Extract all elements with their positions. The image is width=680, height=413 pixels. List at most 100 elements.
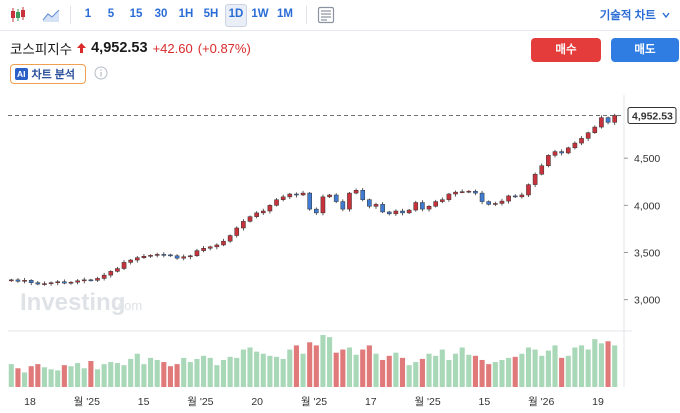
volume-bar (578, 345, 585, 387)
candle-body (22, 280, 27, 282)
candle-body (267, 205, 273, 212)
volume-bar (61, 365, 67, 387)
candle-body (9, 279, 14, 282)
candle-body (108, 271, 114, 276)
chart-type-label: 기술적 차트 (599, 10, 656, 22)
timeframe-1h[interactable]: 1H (178, 8, 194, 20)
x-tick-label: 월 '25 (74, 396, 100, 408)
volume-bar (525, 347, 532, 387)
info-icon[interactable] (94, 66, 108, 80)
volume-bar (207, 357, 213, 387)
candle-body (28, 280, 34, 283)
y-tick-label: 4,000 (634, 200, 660, 212)
volume-bar (134, 353, 140, 387)
volume-bar (287, 349, 293, 387)
candle-body (506, 195, 511, 202)
volume-bar (240, 349, 246, 387)
volume-bar (187, 362, 193, 387)
instrument-header: 코스피지수 4,952.53 +42.60 (+0.87%) (10, 38, 251, 58)
candle-body (128, 259, 133, 263)
volume-bar (181, 357, 187, 387)
volume-bar (68, 366, 74, 387)
volume-bar (28, 366, 34, 387)
volume-bar (88, 361, 94, 387)
timeframe-1d[interactable]: 1D (225, 4, 247, 27)
timeframe-1m[interactable]: 1M (277, 8, 293, 20)
candle-body (161, 254, 167, 256)
volume-bar (94, 369, 101, 387)
candle-body (353, 190, 359, 194)
volume-bar (41, 367, 48, 387)
volume-bar (552, 345, 558, 387)
volume-bar (399, 357, 406, 387)
candle-body (115, 268, 120, 272)
timeframe-15[interactable]: 15 (129, 8, 143, 20)
y-tick-label: 3,000 (634, 295, 660, 307)
volume-bar (55, 370, 61, 387)
instrument-name: 코스피지수 (10, 42, 73, 57)
chevron-down-icon (662, 12, 670, 19)
save-layout-icon[interactable] (317, 6, 335, 24)
last-price-marker: 4,952.53 (8, 107, 677, 125)
candle-body (121, 262, 127, 269)
buy-button[interactable]: 매수 (531, 38, 601, 62)
sell-button[interactable]: 매도 (611, 38, 679, 62)
volume-bar (167, 366, 174, 387)
candle-body (340, 201, 346, 210)
chart-toolbar: 1 5 15 30 1H 5H 1D 1W 1M 기술적 차트 (0, 0, 680, 31)
volume-bar (373, 353, 379, 387)
candle-body (280, 196, 286, 200)
price-chart[interactable]: Investing .com 3,000 3,500 4,000 4,500 18 월 … (0, 95, 680, 413)
last-price-tag (627, 107, 677, 125)
volume-bar (333, 352, 339, 387)
candle-body (260, 210, 266, 214)
candle-body (453, 191, 458, 195)
time-axis: 18 월 '25 15 월 '25 20 월 '25 17 월 '25 15 월 '26 19 (24, 396, 604, 408)
ai-chart-analysis-button[interactable]: AI 차트 분석 (10, 64, 86, 84)
volume-bar (260, 353, 266, 387)
volume-bar (559, 357, 565, 387)
timeframe-1w[interactable]: 1W (251, 8, 269, 20)
candle-body (254, 212, 259, 217)
candle-body (148, 255, 153, 257)
volume-bar (545, 350, 551, 387)
candle-body (526, 184, 531, 196)
timeframe-1[interactable]: 1 (84, 8, 92, 20)
candle-body (42, 283, 47, 285)
volume-bar (386, 355, 392, 387)
candle-body (367, 199, 372, 207)
current-price: 4,952.53 (91, 40, 148, 56)
candle-body (599, 117, 604, 128)
x-tick-label: 18 (24, 396, 36, 408)
candle-body (207, 246, 213, 249)
volume-bar (459, 347, 465, 387)
timeframe-5[interactable]: 5 (107, 8, 115, 20)
candle-body (413, 202, 419, 211)
timeframe-30[interactable]: 30 (154, 8, 168, 20)
candle-body (81, 279, 87, 282)
volume-bar (598, 343, 604, 387)
price-axis: 3,000 3,500 4,000 4,500 (624, 153, 660, 307)
candle-body (572, 142, 578, 149)
candle-body (307, 192, 312, 210)
chart-type-selector[interactable]: 기술적 차트 (600, 7, 670, 23)
volume-bar (194, 358, 200, 387)
volume-bar (147, 357, 154, 387)
area-chart-icon[interactable] (42, 6, 60, 24)
candle-body (234, 227, 240, 236)
volume-bar (320, 335, 326, 387)
candle-body (314, 208, 319, 214)
volume-bar (353, 354, 359, 387)
candle-body (201, 248, 206, 251)
volume-bar (48, 369, 54, 387)
timeframe-5h[interactable]: 5H (203, 8, 219, 20)
candlestick-series (9, 113, 617, 286)
candle-body (565, 147, 571, 154)
candle-body (585, 132, 591, 139)
candle-body (386, 211, 392, 215)
chart-grid (8, 95, 632, 387)
candle-body (400, 210, 405, 214)
candle-body (466, 190, 472, 193)
volume-bar (121, 365, 127, 387)
candlestick-icon[interactable] (9, 6, 27, 24)
